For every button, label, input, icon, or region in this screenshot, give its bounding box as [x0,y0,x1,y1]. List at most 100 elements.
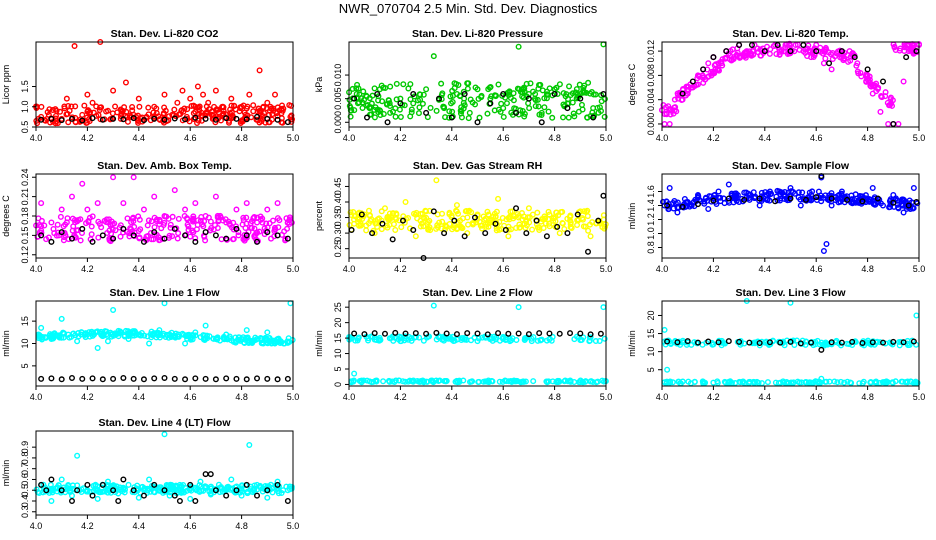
data-point [772,379,779,386]
data-point [438,80,445,87]
data-point [405,378,412,385]
data-point [391,379,398,386]
data-point [217,214,224,221]
data-point [864,72,871,79]
data-point [63,111,70,118]
data-point [264,115,271,122]
data-point [158,225,165,232]
data-point [347,113,354,120]
data-point [475,378,482,385]
data-point [828,190,835,197]
data-point [58,376,65,383]
data-point [137,489,144,496]
data-point [492,92,499,99]
page-title: NWR_070704 2.5 Min. Std. Dev. Diagnostic… [338,1,598,16]
data-point [890,120,897,127]
data-point [503,100,510,107]
data-point [472,101,479,108]
data-point [287,300,294,307]
data-point [666,184,673,191]
chart-panel: Stan. Dev. Line 3 Flow ml/min 4.0 4.2 4.4 4.6… [627,287,925,402]
data-point [274,215,281,222]
data-point [496,337,503,344]
data-point [423,378,430,385]
data-point [374,223,381,230]
data-point [756,202,763,209]
data-point [436,219,443,226]
data-point [248,224,255,231]
data-point [525,205,532,212]
data-point [254,375,261,382]
y-tick-label: 0.8 [20,452,30,465]
y-tick-label: 10 [646,347,656,357]
x-tick-label: 4.0 [30,521,43,531]
data-point [786,44,793,51]
data-point [150,109,157,116]
data-point [468,209,475,216]
x-tick-label: 4.2 [394,392,407,402]
y-tick-label: 5 [333,366,343,371]
data-point [269,111,276,118]
data-points [35,300,296,383]
data-point [710,197,717,204]
data-point [828,202,835,209]
data-point [464,330,471,337]
data-point [574,222,581,229]
data-point [578,101,585,108]
x-tick-label: 4.0 [343,264,356,274]
data-point [347,209,354,216]
data-point [58,117,65,124]
data-point [375,97,382,104]
y-tick-label: 1.5 [20,80,30,93]
data-point [758,189,765,196]
data-point [207,491,214,498]
data-point [48,375,55,382]
y-tick-label: 0.5 [20,484,30,497]
data-point [355,85,362,92]
data-point [74,487,81,494]
x-tick-label: 4.4 [759,133,772,143]
data-point [527,80,534,87]
data-point [791,48,798,55]
data-point [399,217,406,224]
data-point [430,302,437,309]
data-points [33,431,295,505]
data-point [822,55,829,62]
data-point [109,226,116,233]
data-point [110,235,117,242]
data-point [66,107,73,114]
x-tick-label: 4.0 [656,264,669,274]
data-point [528,338,535,345]
data-point [54,221,61,228]
data-point [838,339,845,346]
data-point [601,95,608,102]
data-point [130,487,137,494]
data-point [397,100,404,107]
data-point [71,43,78,50]
data-point [363,227,370,234]
data-point [564,100,571,107]
data-point [799,189,806,196]
data-point [533,217,540,224]
data-point [587,233,594,240]
data-point [450,224,457,231]
x-tick-label: 4.6 [497,392,510,402]
data-point [397,95,404,102]
data-point [282,235,289,242]
data-point [264,487,271,494]
data-point [48,498,55,505]
data-point [579,216,586,223]
data-point [586,221,593,228]
data-point [38,232,45,239]
data-point [495,330,502,337]
data-point [122,79,129,86]
data-point [60,330,67,337]
data-point [95,234,102,241]
data-point [40,481,47,488]
data-point [702,194,709,201]
data-point [876,379,883,386]
data-point [233,223,240,230]
data-point [153,218,160,225]
panel-title: Stan. Dev. Li-820 CO2 [111,28,219,40]
data-point [712,66,719,73]
